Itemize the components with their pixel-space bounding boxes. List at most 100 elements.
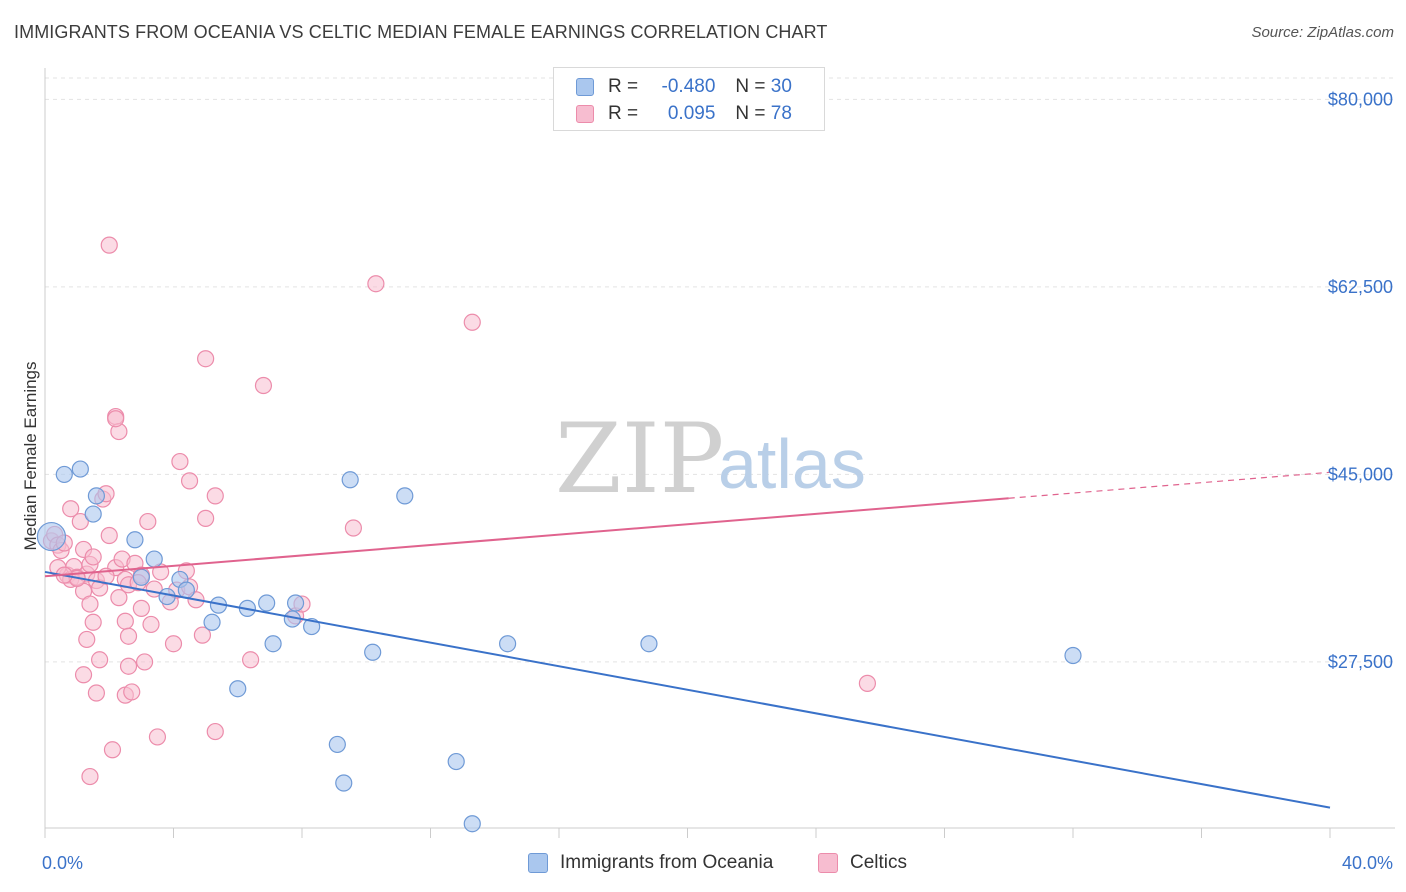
oceania-point	[396, 487, 414, 505]
celtics-point	[206, 487, 224, 505]
celtics-trend-line-extension	[1008, 471, 1331, 499]
celtics-point	[87, 684, 106, 702]
celtics-point	[344, 519, 362, 537]
legend-n-value: 30	[770, 76, 792, 97]
bottom-legend-label-celtics: Celtics	[850, 852, 908, 873]
bottom-legend-oceania[interactable]: Immigrants from Oceania	[528, 852, 773, 874]
celtics-point	[171, 452, 189, 471]
stats-legend: R = -0.480 N = 30 R = 0.095 N = 78	[553, 67, 825, 131]
celtics-point	[81, 767, 99, 786]
legend-swatch-blue	[576, 78, 594, 96]
oceania-point	[145, 550, 163, 568]
celtics-point	[103, 741, 122, 759]
celtics-points	[42, 236, 877, 786]
celtics-point	[119, 627, 138, 645]
oceania-trend-line	[44, 570, 1331, 809]
celtics-point	[84, 548, 102, 566]
celtics-point	[142, 615, 160, 634]
legend-row-oceania: R = -0.480 N = 30	[576, 74, 792, 100]
celtics-point	[116, 612, 134, 630]
y-tick-label-0: $80,000	[1328, 89, 1393, 109]
oceania-point	[364, 643, 382, 661]
oceania-point	[341, 471, 359, 489]
legend-r-label: R =	[608, 103, 639, 124]
bottom-legend-swatch-blue	[528, 853, 548, 873]
celtics-point	[91, 651, 109, 669]
celtics-point	[110, 589, 128, 607]
oceania-point	[55, 465, 73, 484]
celtics-point	[148, 728, 167, 746]
oceania-point	[203, 613, 221, 631]
celtics-point	[107, 410, 125, 428]
x-tick-label-right: 40.0%	[1342, 853, 1393, 873]
celtics-point	[164, 635, 183, 653]
legend-swatch-pink	[576, 105, 594, 123]
gridlines	[45, 77, 1395, 663]
oceania-point	[84, 505, 102, 523]
oceania-point	[328, 735, 346, 754]
celtics-point	[858, 674, 877, 692]
oceania-point	[229, 680, 247, 698]
oceania-point	[126, 531, 144, 549]
oceania-point	[640, 635, 658, 653]
oceania-point	[335, 774, 353, 792]
y-tick-label-1: $62,500	[1328, 277, 1393, 297]
celtics-point	[74, 666, 93, 684]
oceania-point	[264, 635, 282, 653]
celtics-point	[197, 350, 215, 368]
celtics-trend-line	[44, 497, 1009, 578]
source-label: Source: ZipAtlas.com	[1251, 24, 1394, 41]
celtics-point	[197, 509, 215, 527]
celtics-point	[193, 626, 212, 644]
celtics-point	[81, 595, 99, 613]
legend-r-label: R =	[608, 76, 639, 97]
y-axis-label: Median Female Earnings	[21, 362, 40, 551]
celtics-point	[123, 683, 141, 701]
legend-row-celtics: R = 0.095 N = 78	[576, 101, 792, 127]
celtics-point	[242, 651, 260, 669]
legend-r-value: 0.095	[667, 103, 716, 124]
legend-n-label: N =	[735, 76, 766, 97]
celtics-point	[78, 630, 96, 649]
x-tick-label-left: 0.0%	[42, 853, 83, 873]
y-tick-labels: $80,000 $62,500 $45,000 $27,500	[1328, 89, 1393, 672]
celtics-point	[463, 313, 481, 331]
watermark-zip: ZIP	[555, 403, 724, 515]
oceania-point	[499, 635, 517, 653]
oceania-point	[463, 815, 481, 833]
oceania-point	[158, 587, 176, 606]
celtics-point	[135, 653, 154, 671]
celtics-point	[206, 722, 224, 741]
axes	[44, 68, 1395, 838]
celtics-point	[180, 472, 199, 490]
chart-title: IMMIGRANTS FROM OCEANIA VS CELTIC MEDIAN…	[14, 22, 828, 42]
oceania-points	[36, 460, 1082, 833]
oceania-point	[447, 752, 465, 771]
celtics-point	[139, 512, 157, 531]
celtics-point	[100, 526, 118, 545]
watermark-atlas: atlas	[718, 425, 866, 503]
celtics-point	[132, 599, 150, 617]
oceania-point	[71, 460, 89, 478]
oceania-point	[87, 487, 106, 505]
celtics-point	[367, 275, 385, 293]
trend-lines	[44, 471, 1331, 809]
celtics-point	[119, 657, 138, 675]
oceania-point	[286, 594, 305, 612]
y-tick-label-3: $27,500	[1328, 652, 1393, 672]
oceania-point	[1064, 646, 1082, 665]
oceania-point	[36, 521, 67, 552]
celtics-point	[254, 376, 273, 395]
oceania-point	[258, 594, 276, 612]
celtics-point	[84, 613, 102, 631]
y-tick-label-2: $45,000	[1328, 464, 1393, 484]
legend-r-value: -0.480	[661, 76, 716, 97]
oceania-point	[132, 568, 150, 586]
celtics-point	[71, 512, 89, 531]
legend-n-label: N =	[735, 103, 766, 124]
oceania-point	[177, 581, 195, 599]
celtics-point	[100, 236, 118, 254]
bottom-legend-celtics[interactable]: Celtics	[818, 852, 907, 874]
celtics-point	[62, 500, 80, 518]
